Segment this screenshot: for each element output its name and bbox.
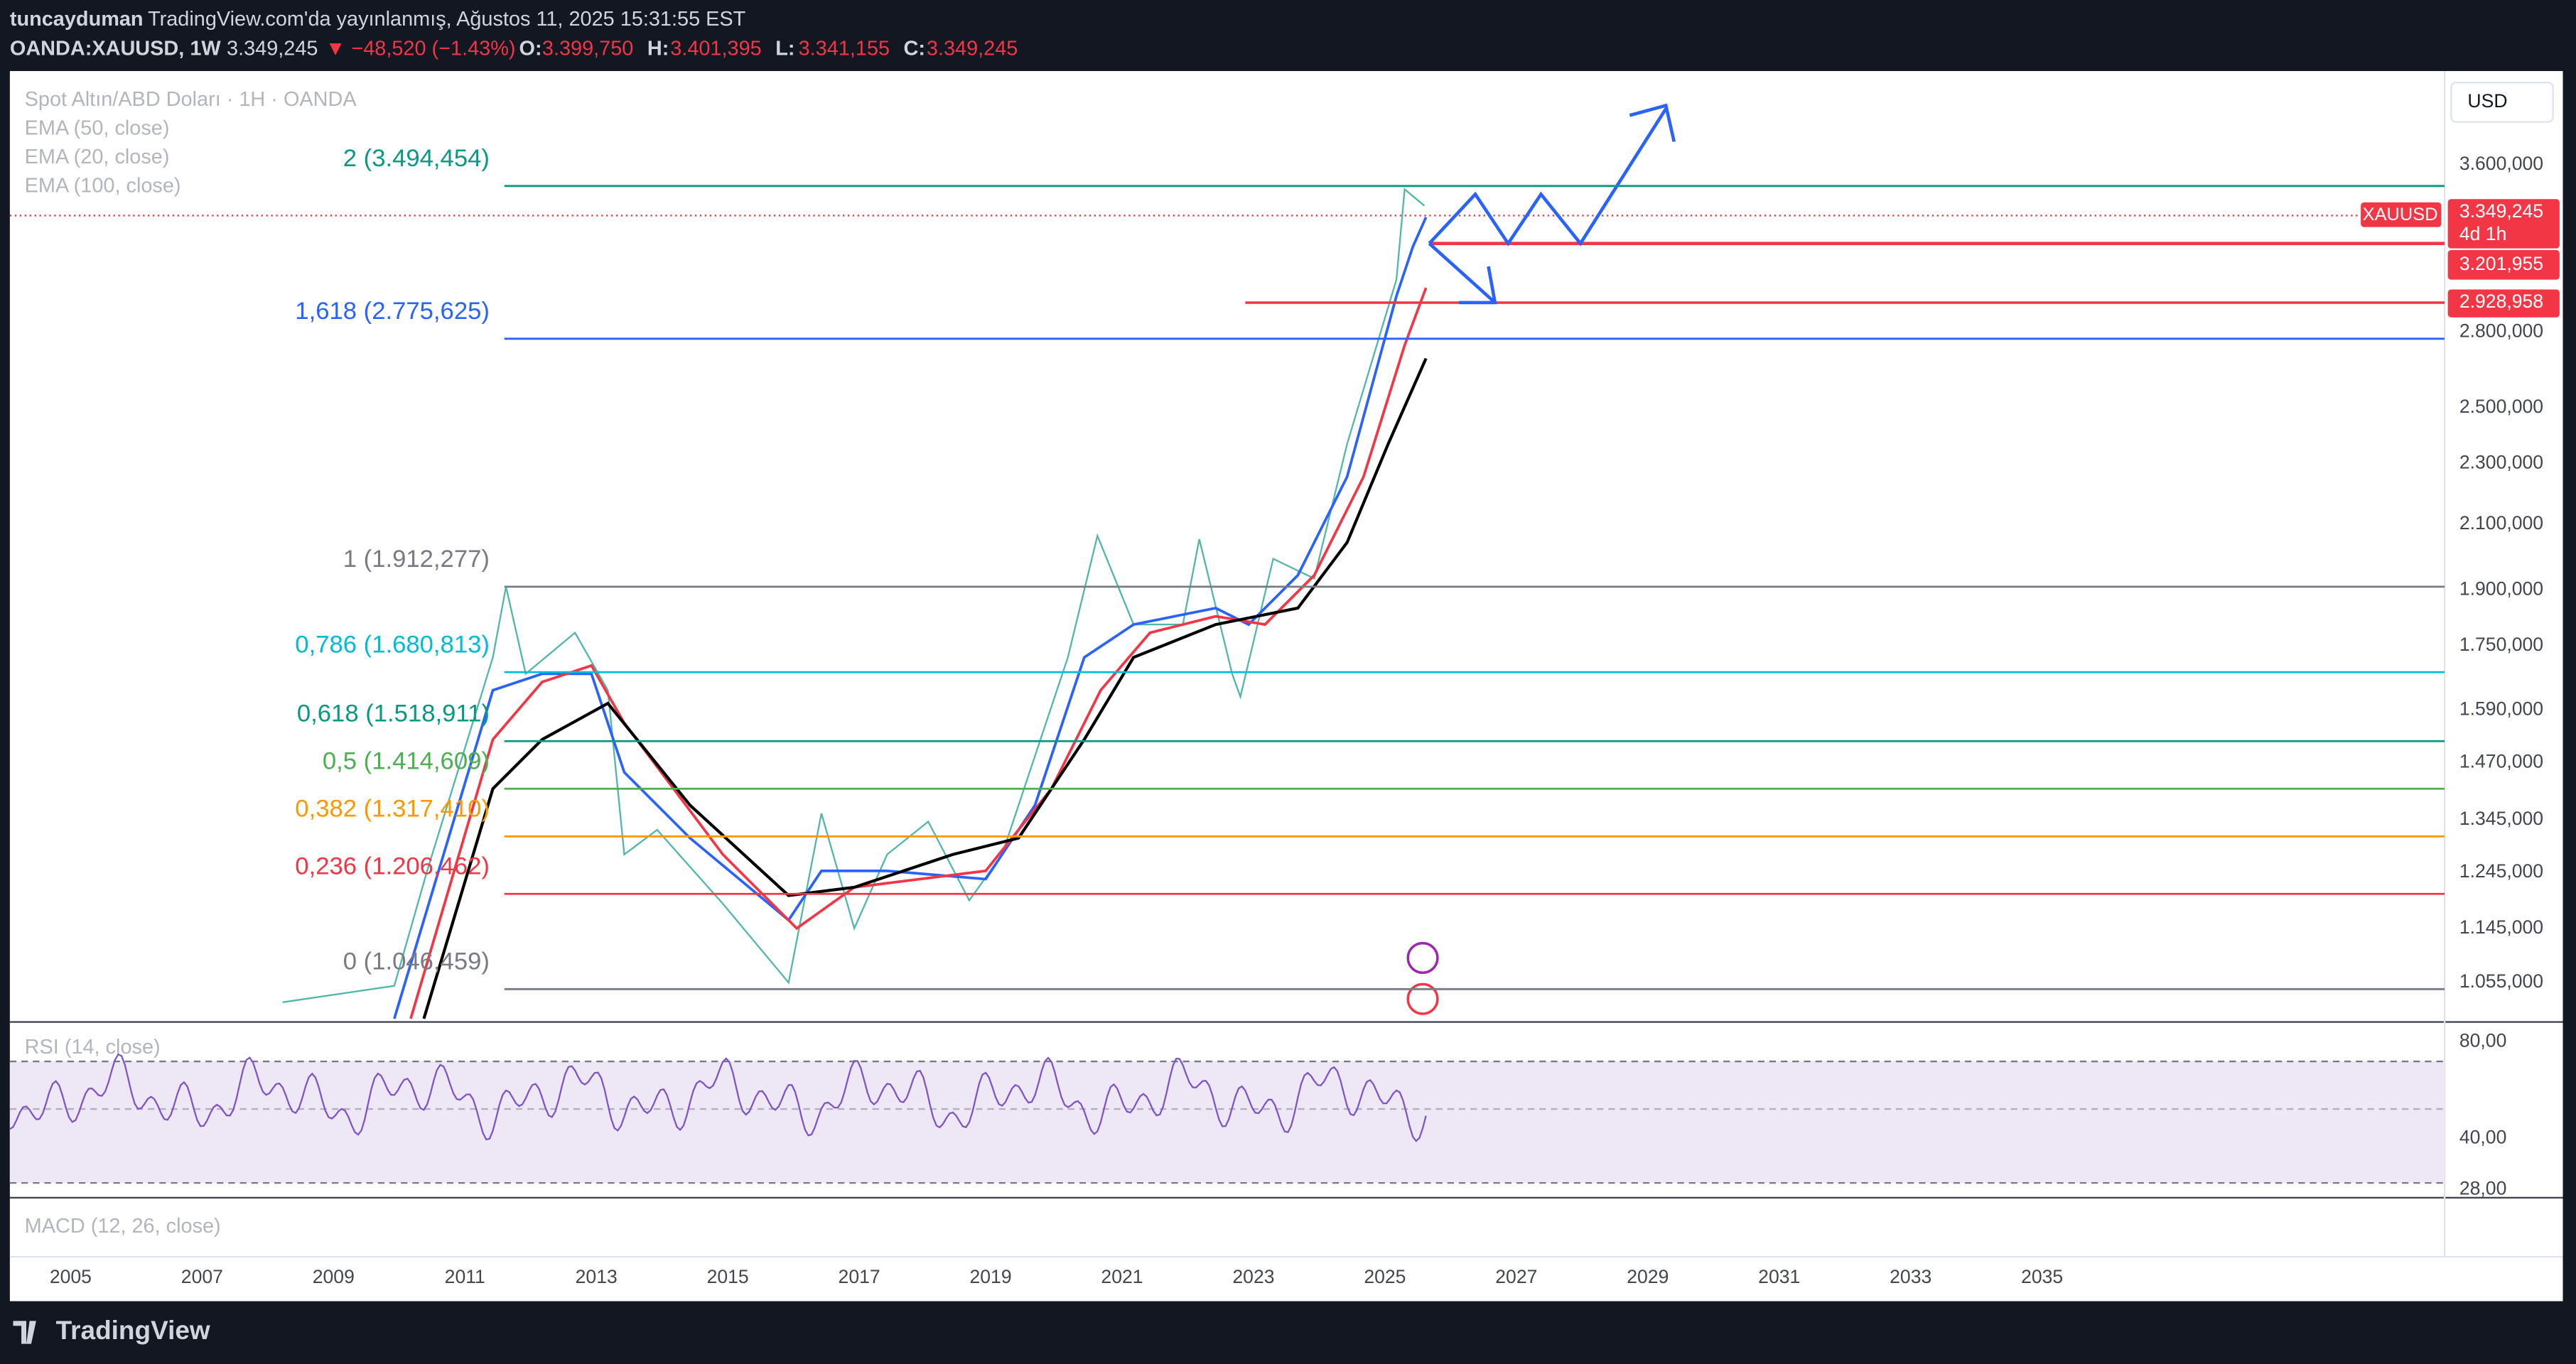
price-tick: 2.100,000 (2459, 512, 2543, 534)
tag-line: 3.201,955 (2459, 253, 2543, 274)
time-tick: 2027 (1495, 1266, 1537, 1287)
time-tick: 2005 (50, 1266, 92, 1287)
time-tick: 2019 (969, 1266, 1011, 1287)
time-tick: 2013 (576, 1266, 618, 1287)
price-tick: 1.750,000 (2459, 634, 2543, 655)
legend-item: EMA (20, close) (25, 146, 170, 168)
ohlc-value: 3.349,245 (927, 38, 1018, 60)
projection (1428, 107, 1668, 247)
time-tick: 2031 (1758, 1266, 1800, 1287)
price-tick: 2.300,000 (2459, 452, 2543, 473)
rsi-line (9, 1053, 1427, 1142)
fib-label: 0,786 (1.680,813) (295, 631, 490, 658)
author: tuncayduman (10, 8, 144, 31)
fib-label: 0,5 (1.414,609) (323, 747, 490, 774)
currency[interactable]: USD (2467, 90, 2507, 112)
event-icon[interactable] (1406, 941, 1439, 974)
time-tick: 2021 (1101, 1266, 1143, 1287)
arrow-head (1629, 103, 1676, 142)
price-tick: 1.145,000 (2459, 916, 2543, 938)
fib-label: 0,236 (1.206,462) (295, 852, 490, 879)
published: TradingView.com'da yayınlanmış, Ağustos … (148, 8, 745, 31)
arrow-head (1458, 266, 1497, 305)
ohlc-key: H: (647, 38, 669, 60)
fib-label: 0 (1.046,459) (343, 948, 490, 975)
time-tick: 2015 (707, 1266, 749, 1287)
symbol: OANDA:XAUUSD, 1W (10, 38, 222, 60)
time-tick: 2029 (1627, 1266, 1669, 1287)
event-icon[interactable] (1406, 983, 1439, 1015)
fib-label: 1,618 (2.775,625) (295, 298, 490, 325)
time-tick: 2023 (1232, 1266, 1274, 1287)
tag-symbol: XAUUSD (2363, 205, 2438, 224)
change: ▼ −48,520 (−1.43%) (325, 38, 516, 60)
price-tick: 1.245,000 (2459, 860, 2543, 882)
ohlc-key: L: (775, 38, 794, 60)
brand-logo (13, 1321, 36, 1344)
price-tick: 1.900,000 (2459, 578, 2543, 600)
price-tick: 2.500,000 (2459, 396, 2543, 417)
legend-item: EMA (100, close) (25, 175, 181, 197)
time-tick: 2025 (1364, 1266, 1406, 1287)
price-tick: 1.345,000 (2459, 808, 2543, 829)
ema-50 (409, 287, 1428, 1019)
ohlc-value: 3.341,155 (799, 38, 890, 60)
rsi-tick: 28,00 (2459, 1177, 2507, 1198)
tag (2447, 289, 2560, 318)
time-tick: 2009 (313, 1266, 355, 1287)
tag-last: 3.349,245 (2459, 200, 2543, 222)
price-tick: 1.055,000 (2459, 970, 2543, 992)
projection (1428, 242, 1497, 304)
ohlc-key: C: (904, 38, 925, 60)
rsi-tick: 40,00 (2459, 1127, 2507, 1148)
fib-label: 0,618 (1.518,911) (297, 700, 490, 727)
ohlc-value: 3.401,395 (670, 38, 761, 60)
time-tick: 2011 (445, 1266, 485, 1287)
fib-label: 2 (3.494,454) (343, 145, 490, 172)
time-tick: 2033 (1890, 1266, 1931, 1287)
tag (2447, 199, 2560, 249)
tag-line: 2.928,958 (2459, 291, 2543, 312)
macd-title: MACD (12, 26, close) (25, 1215, 221, 1238)
time-tick: 2017 (839, 1266, 880, 1287)
last-price: 3.349,245 (227, 38, 318, 60)
time-tick: 2035 (2021, 1266, 2063, 1287)
ohlc-key: O: (519, 38, 542, 60)
legend-item: EMA (50, close) (25, 117, 170, 140)
ohlc-value: 3.399,750 (542, 38, 633, 60)
brand: TradingView (56, 1316, 210, 1345)
price-tick: 2.800,000 (2459, 320, 2543, 342)
tag-countdown: 4d 1h (2459, 223, 2507, 244)
tag (2361, 202, 2442, 227)
rsi-title: RSI (14, close) (25, 1036, 161, 1059)
fib-label: 1 (1.912,277) (343, 546, 490, 573)
fib-label: 0,382 (1.317,410) (295, 795, 490, 822)
price-tick: 3.600,000 (2459, 153, 2543, 174)
price-tick: 1.590,000 (2459, 698, 2543, 719)
time-tick: 2007 (181, 1266, 223, 1287)
ema-100 (422, 357, 1428, 1019)
tag (2447, 249, 2560, 280)
legend-item: Spot Altın/ABD Doları · 1H · OANDA (25, 88, 357, 111)
currency-button[interactable] (2450, 82, 2554, 123)
header: tuncayduman TradingView.com'da yayınlanm… (10, 8, 745, 60)
price-tick: 1.470,000 (2459, 750, 2543, 772)
rsi-tick: 80,00 (2459, 1029, 2507, 1051)
